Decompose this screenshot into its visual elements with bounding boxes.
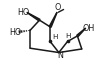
Text: OH: OH (83, 24, 95, 33)
Polygon shape (27, 13, 40, 21)
Text: O: O (54, 3, 60, 12)
Polygon shape (77, 28, 85, 37)
Text: H: H (52, 34, 57, 40)
Text: HO: HO (9, 28, 21, 37)
Text: H: H (65, 33, 71, 39)
Text: HO: HO (17, 8, 30, 17)
Polygon shape (49, 13, 57, 27)
Text: N: N (57, 51, 63, 60)
